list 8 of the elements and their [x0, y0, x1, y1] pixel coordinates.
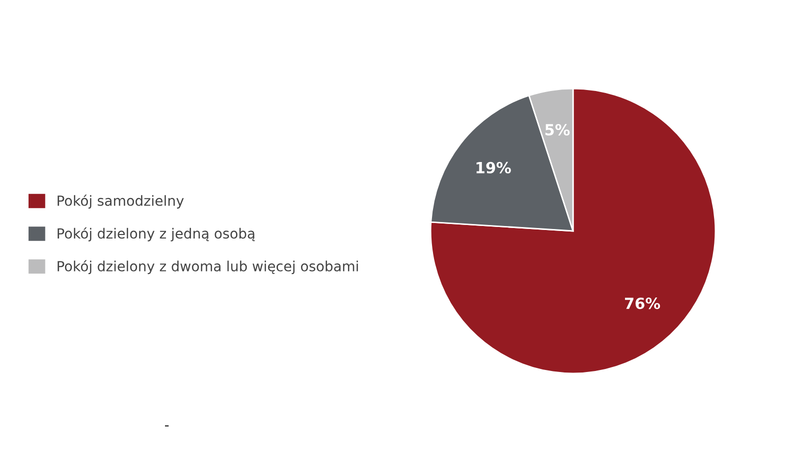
data-label: 19% — [476, 162, 511, 174]
legend-label: Pokój samodzielny — [58, 194, 184, 209]
legend-label: Pokój dzielony z jedną osobą — [58, 227, 255, 242]
text: - — [164, 425, 169, 426]
legend-label: Pokój dzielony z dwoma lub więcej osobami — [58, 260, 358, 274]
data-label: 76% — [624, 298, 660, 310]
pie-slice — [430, 88, 716, 374]
data-label: 5% — [545, 124, 570, 136]
